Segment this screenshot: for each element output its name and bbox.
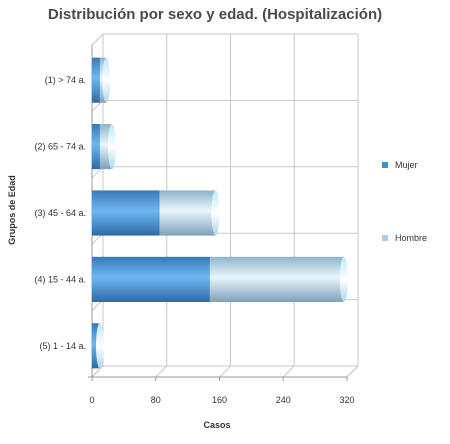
bar-cap [107, 124, 116, 170]
x-tick-label: 80 [151, 395, 161, 405]
chart-title: Distribución por sexo y edad. (Hospitali… [47, 6, 383, 23]
bars [92, 57, 348, 369]
bar-cap [211, 190, 220, 236]
y-tick-label: (5) 1 - 14 a. [39, 341, 86, 351]
bar-mujer-2 [92, 124, 100, 170]
x-tick-label: 240 [276, 395, 291, 405]
axis-labels: 0 80 160 240 320 (1) > 74 a. (2) 65 - 74 a. (3)… [34, 75, 354, 405]
bar-hombre-2 [99, 124, 112, 170]
bar-mujer-4 [92, 256, 210, 302]
bar-mujer-5 [92, 323, 99, 369]
y-tick-label: (4) 15 - 44 a. [34, 274, 86, 284]
y-axis-title: Grupos de Edad [7, 175, 17, 245]
bar-cap [102, 57, 111, 103]
x-tick-label: 320 [339, 395, 354, 405]
legend-label-hombre: Hombre [395, 233, 427, 243]
legend-label-mujer: Mujer [395, 160, 418, 170]
y-tick-label: (2) 65 - 74 a. [34, 142, 86, 152]
x-tick-label: 0 [89, 395, 94, 405]
bar-mujer-3 [92, 190, 160, 236]
legend-swatch-hombre [382, 235, 388, 241]
x-axis-title: Casos [203, 420, 230, 430]
y-tick-label: (1) > 74 a. [45, 75, 86, 85]
bar-cap [339, 256, 348, 302]
y-tick-label: (3) 45 - 64 a. [34, 208, 86, 218]
bar-cap [95, 323, 104, 369]
x-tick-label: 160 [212, 395, 227, 405]
bar-hombre-4 [209, 256, 344, 302]
bar-mujer-1 [92, 57, 100, 103]
legend: Mujer Hombre [382, 160, 427, 243]
legend-swatch-mujer [382, 162, 388, 168]
bar-hombre-3 [159, 190, 216, 236]
